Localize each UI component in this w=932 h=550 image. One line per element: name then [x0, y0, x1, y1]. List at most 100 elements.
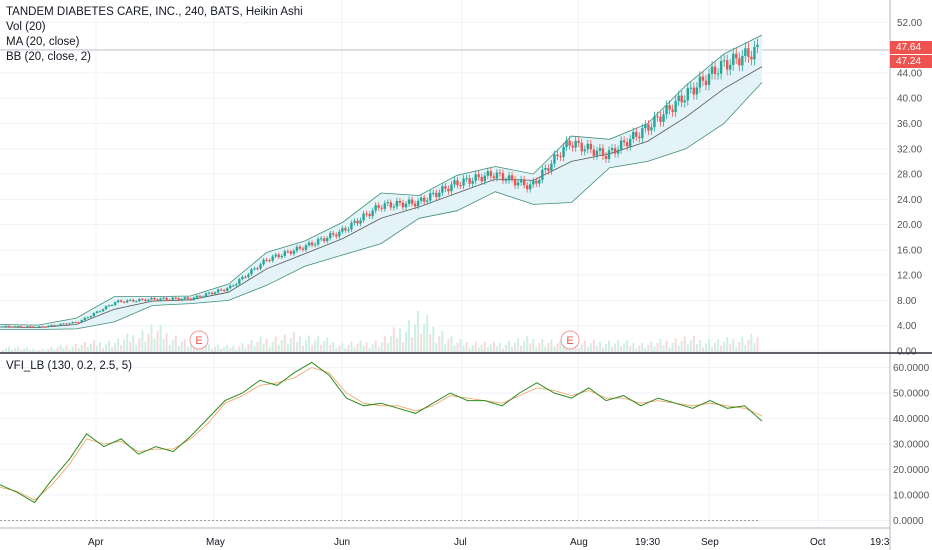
volume-bar [432, 326, 435, 352]
candle-body [341, 228, 344, 232]
volume-bar [695, 343, 698, 352]
volume-bar [189, 344, 192, 352]
price-tick-label: 24.00 [897, 195, 922, 206]
volume-bar [544, 346, 547, 352]
candle-body [29, 326, 32, 328]
volume-bar [292, 332, 295, 352]
candle-body [216, 289, 220, 293]
volume-bar [526, 335, 529, 352]
volume-bar [171, 340, 174, 352]
volume-bar [553, 346, 556, 352]
candle-body [744, 48, 747, 56]
candle-body [135, 301, 138, 303]
candle-body [653, 116, 656, 128]
volume-bar [735, 346, 738, 352]
candle-body [241, 276, 244, 280]
volume-bar [547, 342, 550, 352]
candle-body [147, 299, 150, 301]
candle-body [644, 124, 647, 129]
candle-body [486, 171, 489, 176]
candle-body [307, 242, 311, 246]
candle-body [638, 136, 641, 139]
candle-body [704, 80, 708, 85]
volume-bar [277, 345, 280, 352]
candle-body [162, 297, 165, 299]
candle-body [632, 131, 635, 140]
volume-bar [420, 333, 423, 352]
candle-body [301, 248, 305, 250]
volume-bar [92, 340, 95, 352]
candle-body [47, 325, 50, 327]
candle-body [274, 254, 277, 257]
candle-body [129, 299, 132, 301]
volume-bar [611, 347, 614, 352]
volume-bar [250, 340, 253, 352]
candle-body [738, 58, 741, 66]
volume-bar [744, 345, 747, 352]
volume-bar [411, 337, 414, 352]
price-tick-label: 20.00 [897, 220, 922, 231]
volume-bar [135, 345, 138, 352]
candle-body [556, 154, 559, 157]
candle-body [680, 95, 683, 103]
candle-body [362, 213, 365, 221]
volume-bar [562, 346, 565, 352]
candle-body [547, 168, 550, 171]
candle-body [674, 101, 677, 112]
candle-body [68, 323, 71, 325]
volume-bar [105, 344, 108, 352]
volume-bar [38, 349, 41, 352]
volume-bar [326, 337, 329, 352]
volume-bar [556, 343, 559, 352]
volume-bar [32, 348, 35, 352]
volume-bar [453, 345, 456, 352]
volume-bar [208, 344, 211, 352]
candle-body [656, 116, 659, 118]
earnings-marker-label: E [566, 335, 573, 347]
candle-body [553, 154, 556, 164]
candle-body [113, 302, 117, 306]
earnings-marker [189, 330, 209, 350]
volume-bar [59, 345, 62, 352]
candle-body [389, 202, 393, 208]
volume-bar [253, 345, 256, 352]
candle-body [86, 317, 90, 319]
volume-bar [729, 344, 732, 352]
candle-body [262, 259, 265, 265]
volume-bar [650, 341, 653, 352]
candle-body [477, 174, 480, 178]
volume-bar [14, 348, 17, 352]
candle-body [489, 171, 493, 177]
candle-body [659, 116, 662, 122]
candle-body [195, 295, 199, 298]
candle-body [498, 172, 502, 174]
candle-body [222, 289, 226, 291]
volume-bar [311, 345, 314, 352]
candle-body [532, 180, 535, 185]
volume-bar [559, 340, 562, 352]
volume-bar [638, 345, 641, 352]
volume-bar [56, 347, 59, 352]
volume-bar [474, 341, 477, 352]
volume-bar [535, 347, 538, 352]
candle-body [268, 260, 271, 262]
candle-body [422, 197, 426, 202]
candle-body [244, 276, 247, 278]
candle-body [495, 172, 499, 179]
volume-bar [29, 349, 32, 352]
candle-body [23, 327, 26, 329]
candle-body [229, 285, 232, 289]
candle-body [538, 179, 541, 184]
candle-body [716, 73, 720, 75]
volume-bar [701, 347, 704, 352]
candle-body [238, 279, 241, 285]
volume-bar [153, 338, 156, 352]
candle-body [316, 239, 320, 245]
volume-bar [214, 346, 217, 352]
time-tick-label: Oct [810, 537, 826, 548]
volume-bar [289, 338, 292, 352]
volume-bar [586, 346, 589, 352]
volume-bar [456, 342, 459, 352]
candle-body [159, 298, 162, 301]
